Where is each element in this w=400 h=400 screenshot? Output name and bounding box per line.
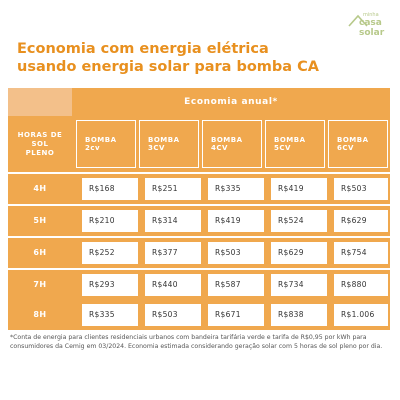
table-cell: R$1.006	[334, 304, 388, 326]
table-cell: R$880	[334, 274, 388, 296]
table-cell: R$629	[334, 210, 388, 232]
pump-header-3cv: BOMBA 3CV	[139, 120, 199, 168]
table-corner	[8, 88, 72, 116]
logo-text-casa: casa	[359, 18, 382, 28]
row-hours-label: 7H	[8, 270, 72, 300]
table-cell: R$251	[145, 178, 201, 200]
house-roof-icon	[348, 14, 368, 27]
row-hours-label: 6H	[8, 238, 72, 268]
table-cell: R$503	[334, 178, 388, 200]
logo-text-solar: solar	[359, 28, 385, 38]
hours-column-header: HORAS DE SOL PLENO	[8, 116, 72, 172]
table-cell: R$587	[208, 274, 264, 296]
table-cell: R$419	[271, 178, 327, 200]
table-cell: R$210	[82, 210, 138, 232]
table-cell: R$377	[145, 242, 201, 264]
row-hours-label: 5H	[8, 206, 72, 236]
table-cell: R$524	[271, 210, 327, 232]
title-line-1: Economia com energia elétrica	[17, 41, 269, 57]
annual-savings-header: Economia anual*	[72, 88, 390, 116]
pump-header-6cv: BOMBA 6CV	[328, 120, 388, 168]
minha-casa-solar-logo: minha casa solar	[347, 10, 393, 44]
row-hours-label: 4H	[8, 174, 72, 204]
hours-header-line: SOL	[31, 139, 49, 148]
table-cell: R$335	[82, 304, 138, 326]
table-cell: R$168	[82, 178, 138, 200]
table-cell: R$838	[271, 304, 327, 326]
pump-header-5cv: BOMBA 5CV	[265, 120, 325, 168]
table-cell: R$734	[271, 274, 327, 296]
savings-table: Economia anual* HORAS DE SOL PLENO BOMBA…	[8, 88, 390, 330]
row-hours-label: 8H	[8, 300, 72, 330]
table-cell: R$335	[208, 178, 264, 200]
table-cell: R$440	[145, 274, 201, 296]
table-cell: R$314	[145, 210, 201, 232]
pump-header-4cv: BOMBA 4CV	[202, 120, 262, 168]
hours-header-line: HORAS DE	[17, 130, 63, 139]
table-cell: R$671	[208, 304, 264, 326]
logo-text-minha: minha	[363, 12, 379, 18]
hours-header-line: PLENO	[25, 148, 55, 157]
table-cell: R$252	[82, 242, 138, 264]
table-cell: R$503	[145, 304, 201, 326]
table-cell: R$503	[208, 242, 264, 264]
table-cell: R$293	[82, 274, 138, 296]
footnote: *Conta de energia para clientes residenc…	[10, 334, 383, 350]
title-line-2: usando energia solar para bomba CA	[17, 59, 319, 75]
pump-header-2cv: BOMBA 2cv	[76, 120, 136, 168]
table-cell: R$629	[271, 242, 327, 264]
page-title: Economia com energia elétrica usando ene…	[17, 40, 337, 76]
table-cell: R$419	[208, 210, 264, 232]
table-cell: R$754	[334, 242, 388, 264]
